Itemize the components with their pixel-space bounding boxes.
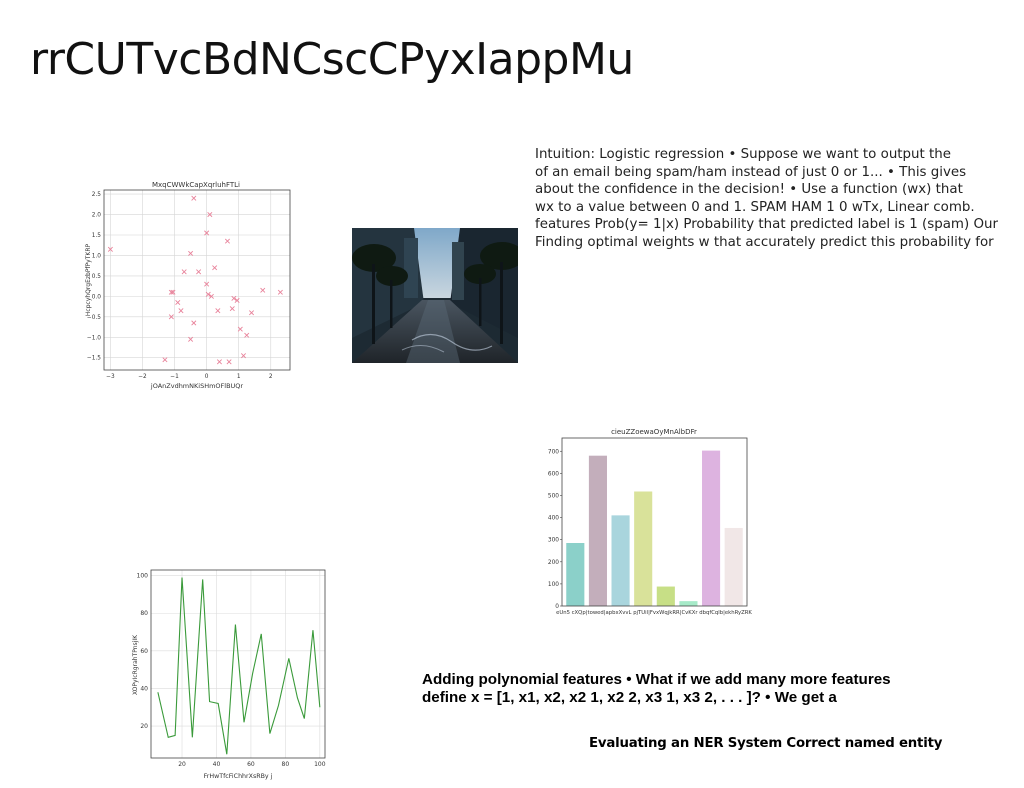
y-tick-label: 80 [140,610,148,617]
y-tick-label: 100 [548,582,559,588]
x-tick-label: 1 [237,374,241,380]
y-tick-label: 200 [548,560,559,566]
line-chart: 20 40 60 80 100 20 40 60 80 100 FrHwTfcFiChhrXsRB… [126,565,336,785]
y-tick-label: 600 [548,471,559,477]
x-tick-label: 20 [178,761,186,768]
y-tick-label: 100 [137,573,149,580]
bar [657,587,675,606]
y-tick-label: −1.5 [87,356,101,362]
y-tick-label: 60 [140,648,148,655]
y-tick-label: 1.5 [92,233,102,239]
bar [566,543,584,606]
bar-chart: 0 100 200 300 400 500 600 700 cieuZZoewaOyMnAlb… [532,425,757,620]
text-line: about the confidence in the decision! • … [535,181,1024,199]
y-tick-label: 0.0 [92,294,102,300]
street-photo [352,228,518,363]
bar [589,456,607,606]
chart-title: MxqCWWkCapXqrluhFTLi [152,181,240,189]
text-line: Adding polynomial features • What if we … [422,671,1022,689]
x-axis-label: jOAnZvdhmNKiSHmOFlBUQr [150,382,244,390]
x-tick-label: −3 [106,374,115,380]
y-tick-label: 700 [548,449,559,455]
y-tick-label: 40 [140,685,148,692]
ner-evaluation-text: Evaluating an NER System Correct named e… [589,736,942,751]
x-tick-label: −2 [138,374,147,380]
y-tick-label: 1.0 [92,253,102,259]
y-tick-label: 400 [548,516,559,522]
x-tick-label: −1 [170,374,179,380]
text-line: of an email being spam/ham instead of ju… [535,164,1024,182]
x-tick-label: 40 [213,761,221,768]
y-tick-label: 20 [140,723,148,730]
y-axis-label: HcpcyhQrgEzbPfPyTKRP [85,244,92,317]
y-tick-label: 500 [548,493,559,499]
x-tick-label: 80 [282,761,290,768]
text-line: w x to a value between 0 and 1. SPAM HAM… [535,199,1024,217]
bar [725,528,743,606]
polynomial-features-text: Adding polynomial features • What if we … [422,671,1022,707]
text-line: features Prob(y= 1|x) Probability that p… [535,216,1024,234]
bar [679,601,697,606]
text-line: Intuition: Logistic regression • Suppose… [535,146,1024,164]
text-line: Finding optimal weights w that accuratel… [535,234,1024,252]
slide-title: rrCUTvcBdNCscCPyxIappMu [30,34,634,85]
y-tick-label: 0.5 [92,274,102,280]
x-tick-label: 100 [314,761,326,768]
plot-background [104,190,290,370]
x-tick-labels: eUn5 cXQp|towed|apbxXvvL pjTUil|FvxWqjkR… [556,610,752,616]
chart-title: cieuZZoewaOyMnAlbDFr [611,428,697,436]
x-tick-label: 0 [205,374,209,380]
x-axis-label: FrHwTfcFiChhrXsRBy j [204,773,273,780]
y-tick-label: 300 [548,538,559,544]
y-axis-label: XOPyIcRgrahTPnsjIK [132,634,139,695]
bar [702,451,720,606]
text-line: define x = [1, x1, x2, x2 1, x2 2, x3 1,… [422,689,1022,707]
logistic-regression-text: Intuition: Logistic regression • Suppose… [535,146,1024,251]
street-photo-graphic [352,228,518,363]
scatter-chart: −3 −2 −1 0 1 2−1.5−1.0−0.50.00.51.01.52.02.5 … [86,178,296,393]
x-tick-label: 2 [269,374,273,380]
bar [634,491,652,606]
y-tick-label: 2.0 [92,213,102,219]
bar [612,515,630,606]
y-tick-label: 2.5 [92,192,102,198]
plot-frame [151,570,325,758]
x-tick-label: 60 [247,761,255,768]
y-tick-label: −1.0 [87,335,101,341]
